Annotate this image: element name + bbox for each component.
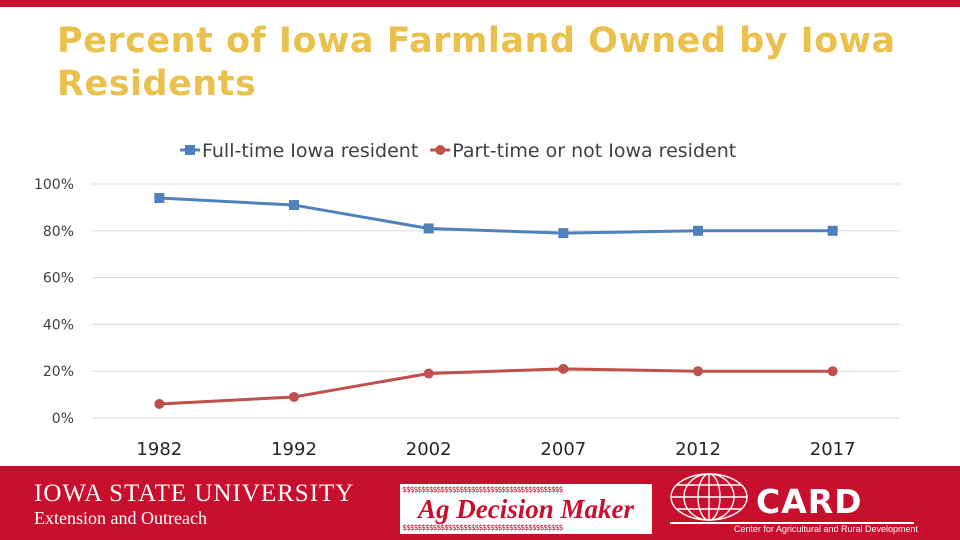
legend-marker-square: [185, 145, 195, 155]
x-axis-ticks: 1982 1992 2002 2007 2012 2017: [136, 439, 855, 460]
isu-subtitle: Extension and Outreach: [34, 508, 207, 528]
gridlines: [92, 183, 900, 419]
x-tick-label: 2002: [406, 439, 452, 460]
y-tick-label: 60%: [43, 271, 74, 287]
y-tick-label: 100%: [34, 177, 74, 193]
footer-banner: IOWA STATE UNIVERSITY Extension and Outr…: [0, 466, 960, 540]
data-point-part-time: [693, 366, 703, 377]
card-logo[interactable]: CARD Center for Agricultural and Rural D…: [668, 472, 918, 538]
y-tick-label: 20%: [43, 364, 74, 380]
data-point-part-time: [154, 398, 165, 409]
adm-dollar-row-top: $$$$$$$$$$$$$$$$$$$$$$$$$$$$$$$$$$$$$$$$…: [402, 485, 563, 494]
data-point-full-time: [827, 225, 838, 236]
data-point-full-time: [154, 193, 165, 204]
series-line-part-time: [159, 367, 833, 406]
data-point-part-time: [289, 391, 299, 402]
series-line-full-time: [159, 196, 833, 235]
data-point-full-time: [558, 228, 569, 239]
y-tick-label: 0%: [52, 411, 74, 427]
data-point-part-time: [558, 363, 569, 374]
globe-icon: [670, 473, 748, 521]
line-chart: 0% 20% 40% 60% 80% 100% 1982 1992 2002 2007 2012 2…: [34, 140, 900, 460]
y-axis-ticks: 0% 20% 40% 60% 80% 100%: [34, 177, 74, 427]
isu-logo[interactable]: IOWA STATE UNIVERSITY Extension and Outr…: [34, 480, 354, 528]
y-tick-label: 40%: [43, 317, 74, 333]
slide-title: Percent of Iowa Farmland Owned by Iowa R…: [57, 21, 896, 104]
card-divider: [670, 522, 914, 524]
x-tick-label: 2017: [810, 439, 856, 460]
data-point-full-time: [423, 223, 434, 234]
series-lines: [154, 193, 838, 409]
card-name: CARD: [756, 482, 863, 521]
data-point-full-time: [289, 200, 299, 211]
x-tick-label: 1992: [271, 439, 317, 460]
card-subtitle: Center for Agricultural and Rural Develo…: [733, 524, 918, 534]
x-tick-label: 2012: [675, 439, 721, 460]
y-tick-label: 80%: [43, 224, 74, 240]
data-point-part-time: [827, 366, 838, 377]
legend: Full-time Iowa resident Part-time or not …: [180, 140, 736, 162]
data-point-part-time: [423, 368, 434, 379]
legend-label: Part-time or not Iowa resident: [452, 140, 736, 162]
ag-decision-maker-logo[interactable]: $$$$$$$$$$$$$$$$$$$$$$$$$$$$$$$$$$$$$$$$…: [400, 484, 652, 534]
isu-name: IOWA STATE UNIVERSITY: [34, 480, 355, 507]
legend-marker-circle: [435, 145, 446, 155]
legend-label: Full-time Iowa resident: [202, 140, 418, 162]
adm-brand: Ag Decision Maker: [418, 494, 634, 524]
x-tick-label: 2007: [540, 439, 586, 460]
top-accent-bar: [0, 0, 960, 7]
x-tick-label: 1982: [136, 439, 182, 460]
data-point-full-time: [693, 225, 703, 236]
adm-dollar-row-bottom: $$$$$$$$$$$$$$$$$$$$$$$$$$$$$$$$$$$$$$$$…: [402, 523, 563, 532]
